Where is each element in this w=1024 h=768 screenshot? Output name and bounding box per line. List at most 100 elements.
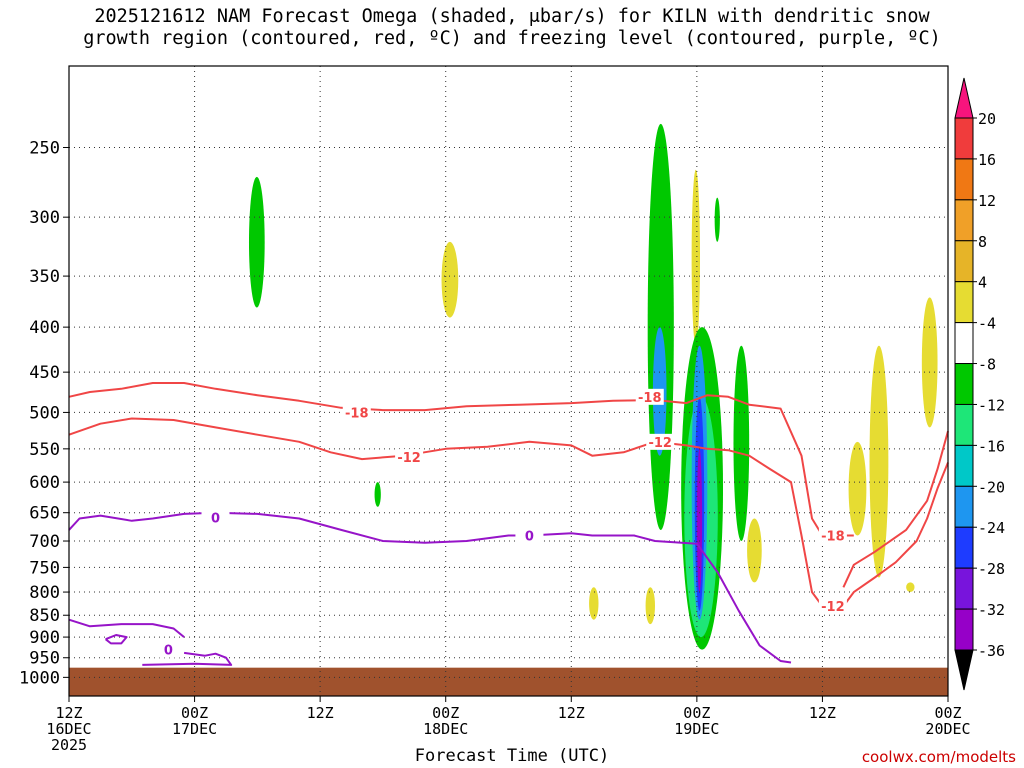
- omega-region: [848, 441, 867, 536]
- chart-title: 2025121612 NAM Forecast Omega (shaded, μ…: [0, 6, 1024, 50]
- colorbar-label: 8: [978, 233, 987, 251]
- x-tick-label: 18DEC: [423, 720, 468, 738]
- contour-label: -12: [397, 451, 421, 466]
- y-tick-label: 700: [29, 532, 60, 552]
- contour-label: 0: [525, 530, 534, 545]
- y-tick-label: 400: [29, 318, 60, 338]
- omega-region: [645, 587, 655, 625]
- colorbar-segment: [954, 403, 974, 446]
- colorbar-label: -36: [978, 642, 1005, 660]
- colorbar-label: -28: [978, 560, 1005, 578]
- y-tick-label: 550: [29, 440, 60, 460]
- y-tick-label: 800: [29, 583, 60, 603]
- colorbar-label: -16: [978, 437, 1005, 455]
- ground-terrain: [69, 667, 948, 696]
- omega-region: [733, 345, 750, 542]
- contour-line: [842, 430, 949, 588]
- contour-line: [104, 634, 128, 645]
- contour-label-bg: [646, 433, 675, 450]
- contour-line: [142, 651, 233, 666]
- contour-label: 0: [164, 644, 173, 659]
- contour-label-bg: [818, 598, 847, 615]
- x-tick-label: 12Z: [55, 704, 82, 722]
- colorbar-segment: [954, 281, 974, 324]
- omega-region: [906, 582, 915, 593]
- colorbar-segment: [954, 444, 974, 487]
- contour-line: [68, 511, 792, 664]
- omega-region: [589, 587, 599, 620]
- x-tick-label: 12Z: [558, 704, 585, 722]
- colorbar-segment: [954, 526, 974, 569]
- contour-label: -18: [345, 406, 369, 421]
- x-tick-label: 00Z: [683, 704, 710, 722]
- y-tick-label: 850: [29, 606, 60, 626]
- y-tick-label: 500: [29, 403, 60, 423]
- x-tick-label: 16DEC: [46, 720, 91, 738]
- y-tick-label: 250: [29, 138, 60, 158]
- grid-lines: [69, 66, 948, 696]
- colorbar-label: 4: [978, 274, 987, 292]
- colorbar-segment: [954, 117, 974, 160]
- omega-region: [374, 482, 381, 507]
- omega-region: [441, 241, 459, 318]
- colorbar-segment: [954, 322, 974, 365]
- contour-label: -12: [821, 600, 845, 615]
- x-tick-label: 00Z: [934, 704, 961, 722]
- contour-label-bg: [818, 527, 847, 544]
- omega-region: [691, 169, 700, 346]
- colorbar-segment: [954, 363, 974, 405]
- contour-label-bg: [154, 641, 183, 658]
- colorbar-label: -4: [978, 315, 996, 333]
- y-tick-label: 650: [29, 504, 60, 524]
- colorbar-segment: [954, 240, 974, 283]
- contour-label-bg: [395, 449, 424, 466]
- colorbar-segment: [954, 608, 974, 651]
- contour-label-bg: [342, 404, 371, 421]
- contour-label: -18: [638, 391, 662, 406]
- colorbar-label: 12: [978, 192, 996, 210]
- x-tick-label: 19DEC: [674, 720, 719, 738]
- omega-region: [747, 518, 762, 583]
- omega-region: [248, 176, 265, 308]
- x-tick-label: 12Z: [809, 704, 836, 722]
- colorbar-segment: [954, 199, 974, 242]
- x-tick-label: 00Z: [432, 704, 459, 722]
- colorbar-label: -20: [978, 478, 1005, 496]
- x-tick-label: 17DEC: [172, 720, 217, 738]
- source-credit: coolwx.com/modelts: [861, 748, 1016, 766]
- title-line-1: 2025121612 NAM Forecast Omega (shaded, μ…: [94, 6, 930, 27]
- colorbar: 20 16 12 8 4 -4 -8 -12 -16 -20 -24 -28 -32 -36: [954, 77, 1005, 691]
- colorbar-top-arrow: [954, 77, 974, 119]
- colorbar-segment: [954, 158, 974, 201]
- colorbar-segment: [954, 567, 974, 610]
- colorbar-label: -32: [978, 601, 1005, 619]
- x-axis-label: Forecast Time (UTC): [414, 746, 610, 766]
- x-tick-label: 2025: [51, 736, 87, 754]
- y-tick-label: 600: [29, 473, 60, 493]
- contour-label: -18: [821, 530, 845, 545]
- y-tick-label: 900: [29, 628, 60, 648]
- plot-frame: [68, 65, 949, 697]
- axes: 2503003504004505005506006507007508008509…: [19, 65, 971, 754]
- omega-region: [869, 345, 889, 578]
- colorbar-label: -12: [978, 396, 1005, 414]
- colorbar-label: -24: [978, 519, 1005, 537]
- colorbar-bottom-arrow: [954, 649, 974, 691]
- colorbar-segment: [954, 485, 974, 528]
- x-tick-label: 20DEC: [925, 720, 970, 738]
- title-line-2: growth region (contoured, red, ºC) and f…: [83, 28, 941, 49]
- contour-label: 0: [211, 511, 220, 526]
- colorbar-label: 20: [978, 110, 996, 128]
- omega-region: [714, 197, 720, 242]
- y-tick-label: 450: [29, 363, 60, 383]
- contour-line: [68, 618, 185, 638]
- contour-label: -12: [648, 436, 672, 451]
- y-tick-label: 300: [29, 208, 60, 228]
- contour-label-bg: [201, 509, 230, 526]
- y-tick-label: 350: [29, 267, 60, 287]
- omega-region: [921, 297, 938, 428]
- x-tick-label: 12Z: [307, 704, 334, 722]
- contour-label-bg: [515, 527, 544, 544]
- y-tick-label: 950: [29, 649, 60, 669]
